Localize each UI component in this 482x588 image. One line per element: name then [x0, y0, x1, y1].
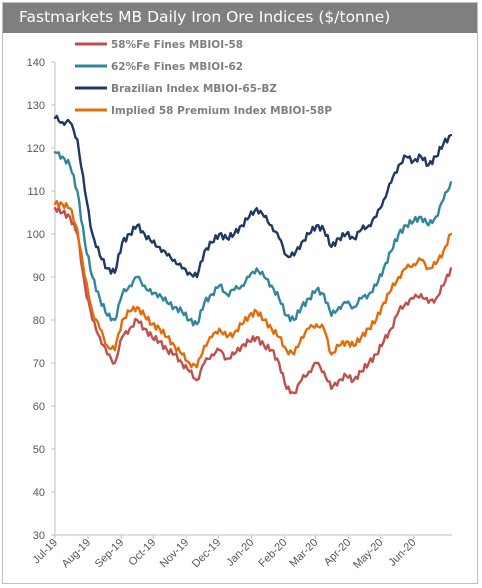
- y-tick-label: 110: [27, 186, 45, 198]
- series-line-1: [53, 206, 453, 395]
- x-tick-label: Jan-20: [224, 537, 256, 569]
- x-tick-label: Nov-19: [158, 537, 192, 571]
- series-group: [53, 114, 453, 395]
- series-line-4: [53, 200, 453, 369]
- chart-frame: Fastmarkets MB Daily Iron Ore Indices ($…: [2, 2, 478, 584]
- legend-label: Implied 58 Premium Index MBIOI-58P: [111, 105, 332, 117]
- series-line-3: [53, 114, 453, 279]
- x-tick-label: Jun-20: [386, 537, 418, 569]
- title-bar: Fastmarkets MB Daily Iron Ore Indices ($…: [3, 3, 477, 33]
- y-tick-label: 30: [33, 530, 45, 542]
- y-tick-label: 130: [27, 100, 45, 112]
- y-tick-label: 60: [33, 401, 45, 413]
- x-tick-label: Mar-20: [287, 537, 320, 570]
- x-tick-label: May-20: [351, 537, 385, 571]
- y-tick-label: 70: [33, 358, 45, 370]
- x-tick-label: Sep-19: [93, 537, 127, 571]
- y-tick-label: 100: [27, 229, 45, 241]
- y-tick-label: 40: [33, 487, 45, 499]
- y-tick-label: 90: [33, 272, 45, 284]
- x-tick-label: Aug-19: [60, 537, 94, 571]
- y-tick-label: 50: [33, 444, 45, 456]
- x-tick-label: Apr-20: [322, 537, 354, 569]
- x-tick-label: Feb-20: [256, 537, 289, 570]
- legend-label: 62%Fe Fines MBIOI-62: [111, 61, 243, 73]
- chart-title: Fastmarkets MB Daily Iron Ore Indices ($…: [19, 8, 391, 26]
- legend-label: 58%Fe Fines MBIOI-58: [111, 39, 243, 51]
- y-tick-label: 140: [27, 57, 45, 69]
- x-tick-label: Oct-19: [126, 537, 158, 569]
- legend: 58%Fe Fines MBIOI-58 62%Fe Fines MBIOI-62…: [75, 39, 332, 117]
- x-tick-label: Dec-19: [190, 537, 224, 571]
- y-tick-label: 80: [33, 315, 45, 327]
- y-tick-label: 120: [27, 143, 45, 155]
- legend-label: Brazilian Index MBIOI-65-BZ: [111, 83, 277, 95]
- series-line-2: [53, 151, 453, 327]
